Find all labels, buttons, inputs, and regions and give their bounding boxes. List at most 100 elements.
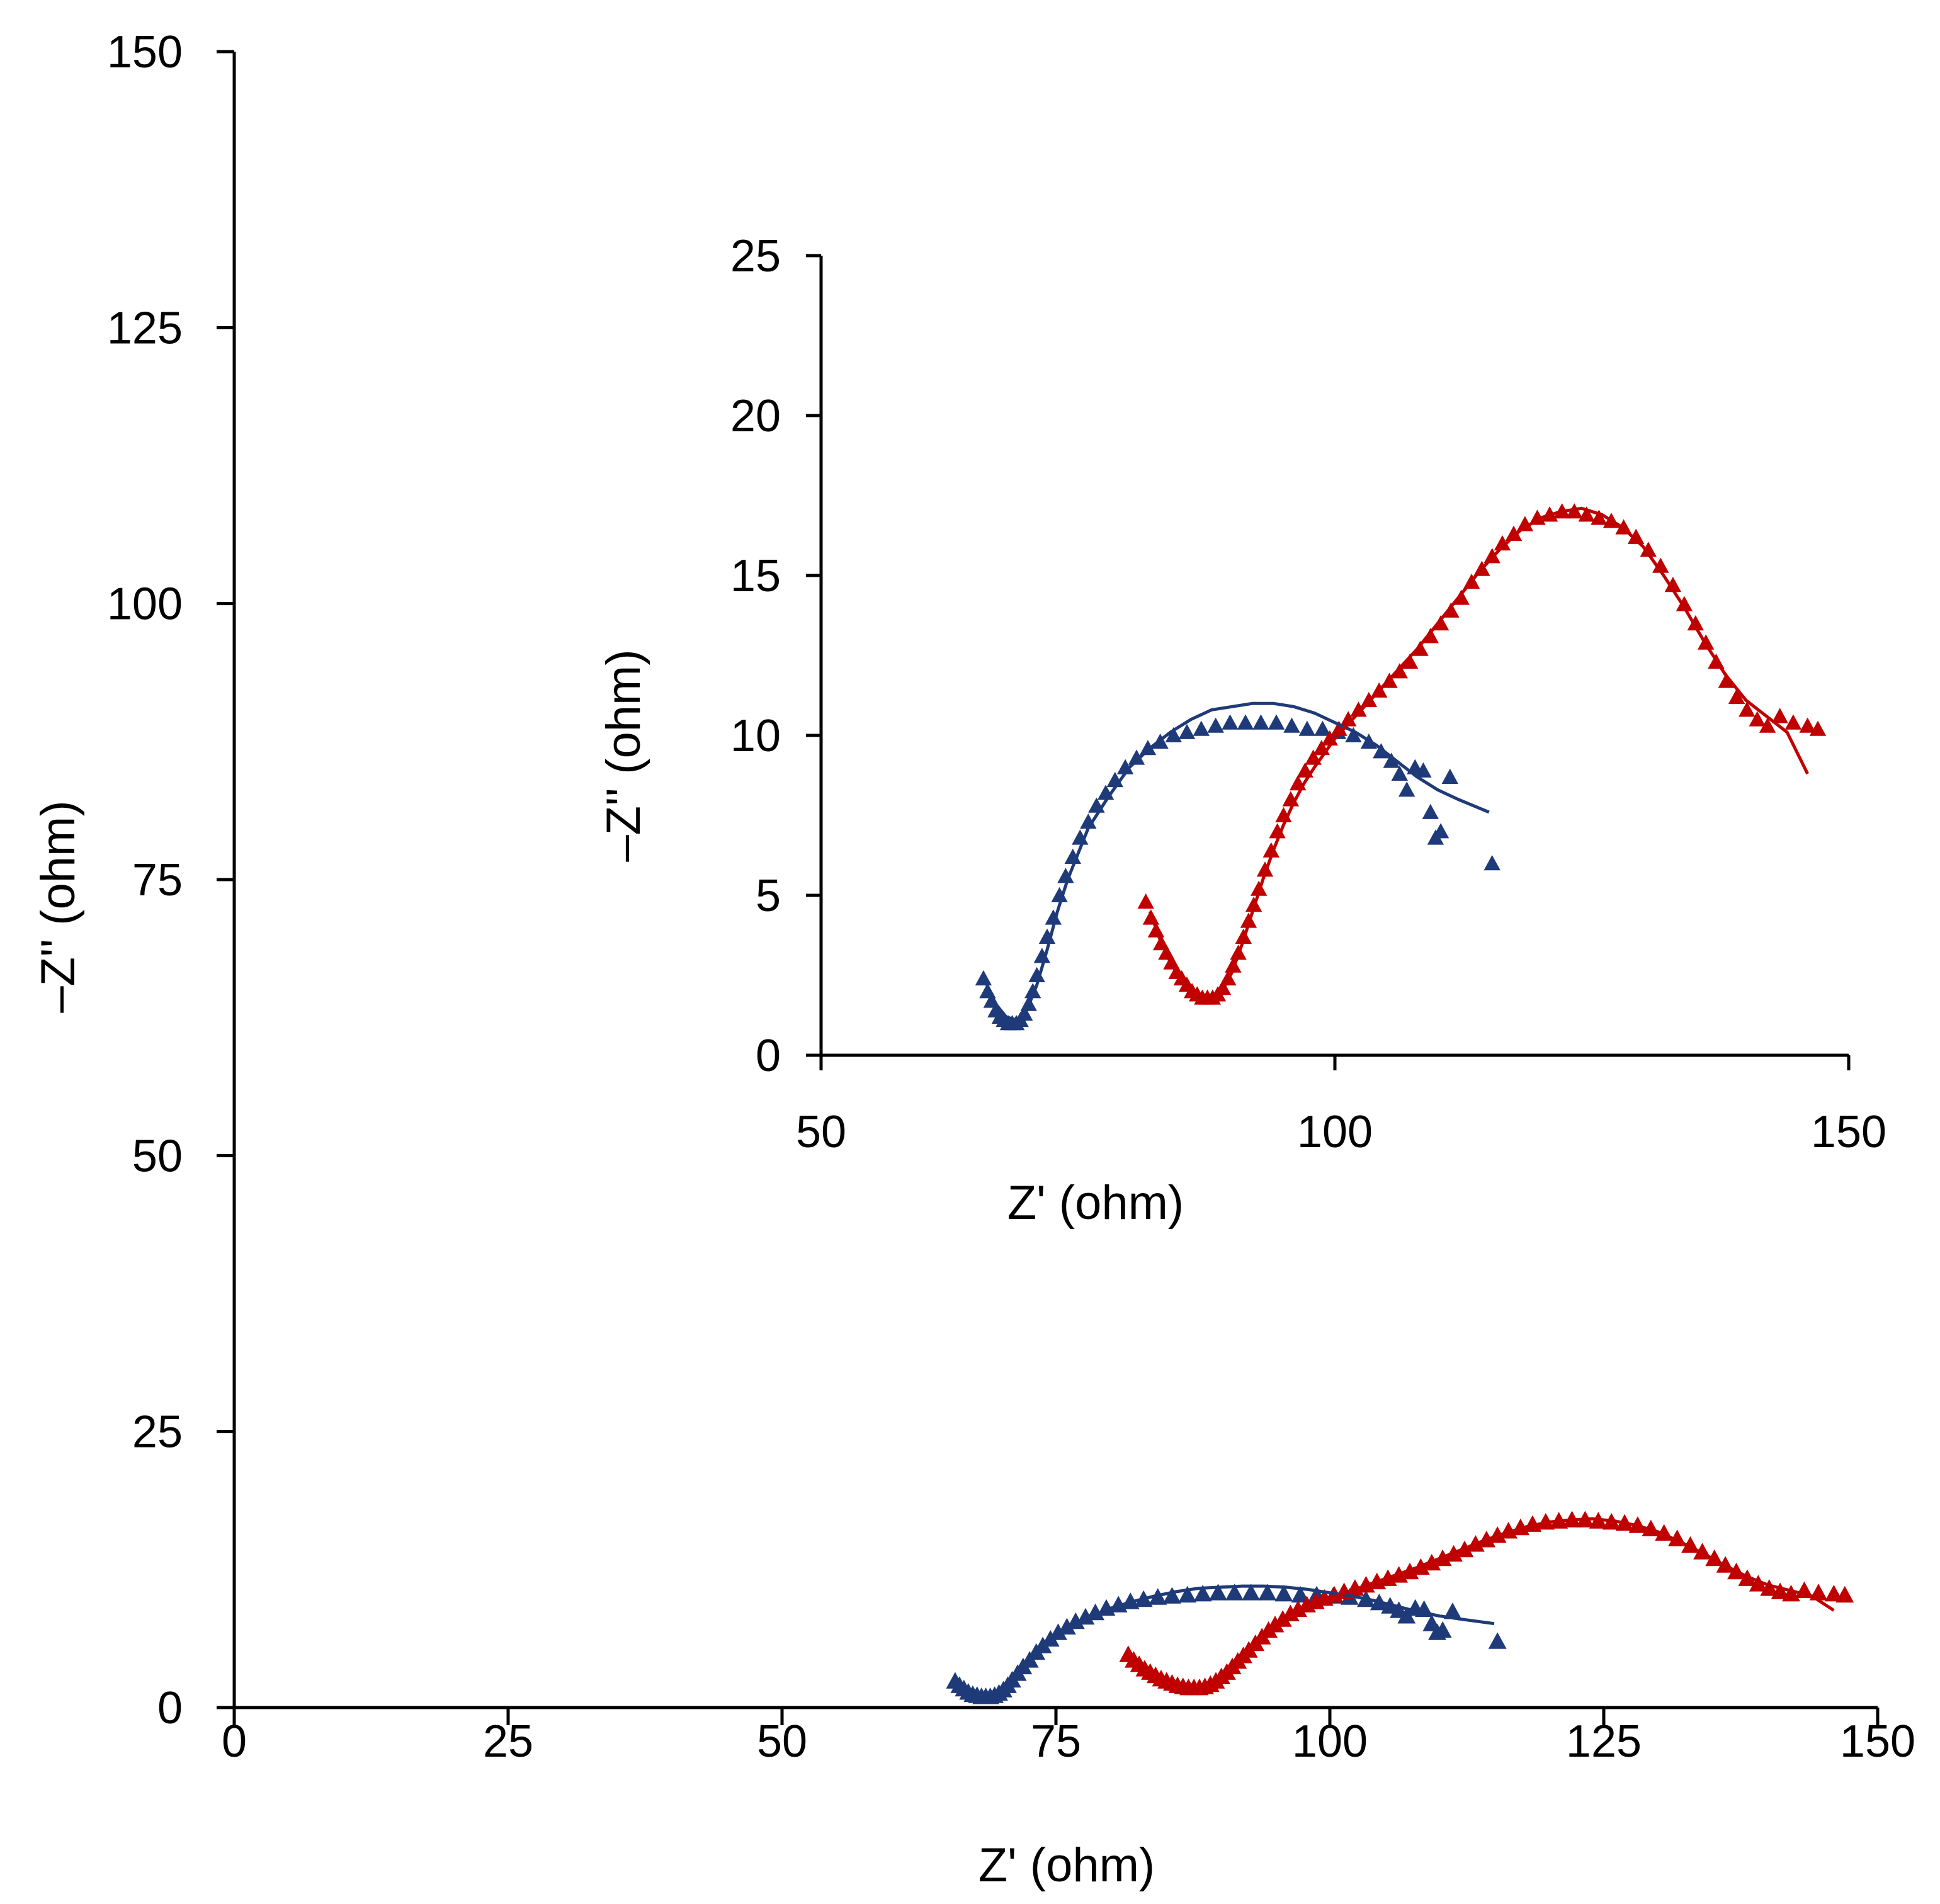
main-blue-fit-line	[956, 1584, 1495, 1697]
inset-red-data-point	[1591, 509, 1608, 525]
inset-blue-data-point	[1051, 887, 1068, 902]
inset-red-data-point	[1728, 688, 1745, 704]
main-blue-data-point	[1066, 1612, 1085, 1629]
inset-x-tick-label: 50	[796, 1107, 846, 1157]
inset-blue-data-point	[1314, 720, 1331, 736]
inset-blue-data-point	[1398, 781, 1415, 797]
inset-y-tick-label: 20	[730, 391, 781, 441]
inset-y-tick-label: 25	[730, 231, 781, 281]
inset-blue-data-point	[1383, 752, 1400, 768]
main-red-data-point	[1273, 1610, 1292, 1627]
inset-red-data-point	[1628, 528, 1645, 544]
main-y-tick-label: 100	[107, 579, 183, 630]
inset-blue-data-point	[1422, 803, 1439, 819]
inset-red-data-point	[1687, 615, 1704, 631]
inset-blue-data-point	[1139, 740, 1157, 756]
inset-y-axis-title: –Z'' (ohm)	[597, 649, 650, 861]
inset-red-data-point	[1262, 842, 1279, 858]
inset-red-data-point	[1640, 541, 1657, 557]
main-blue-data-point	[1225, 1584, 1244, 1601]
main-x-tick-label: 0	[222, 1716, 247, 1767]
inset-red-data-point	[1269, 823, 1286, 839]
main-blue-data-point	[1058, 1618, 1076, 1635]
main-red-data-point	[1281, 1604, 1300, 1621]
inset-blue-data-point	[1057, 868, 1074, 883]
inset-x-axis-title: Z' (ohm)	[1007, 1176, 1184, 1230]
inset-blue-data-point	[1045, 909, 1062, 925]
main-red-data-point	[1835, 1585, 1854, 1603]
inset-y-tick-label: 5	[756, 871, 781, 921]
inset-red-data-point	[1809, 720, 1827, 736]
inset-chart: 50 100 150 0 5 10 15 20 25 Z' (ohm) –Z'' (ohm)	[597, 231, 1886, 1230]
inset-red-data-point	[1350, 701, 1367, 717]
inset-blue-data-point	[975, 970, 992, 986]
main-blue-data-point	[1488, 1632, 1507, 1649]
main-x-tick-label: 75	[1031, 1716, 1081, 1767]
inset-red-data-point	[1401, 654, 1419, 669]
main-blue-data-point	[1443, 1602, 1462, 1619]
inset-blue-data-point	[1080, 813, 1097, 829]
inset-red-data-point	[1771, 708, 1788, 723]
inset-blue-data-point	[1028, 966, 1045, 982]
inset-y-tick-label: 0	[756, 1031, 781, 1081]
main-y-tick-label: 75	[132, 855, 183, 905]
inset-y-tick-label: 10	[730, 711, 781, 761]
inset-red-data-point	[1784, 714, 1802, 730]
main-plot-fits	[956, 1517, 1835, 1697]
inset-blue-data-point	[1441, 768, 1458, 784]
main-blue-data-point	[1178, 1585, 1197, 1603]
main-blue-data-point	[1049, 1623, 1067, 1640]
inset-blue-data-point	[1207, 717, 1224, 733]
inset-plot-fits	[984, 506, 1809, 1022]
inset-blue-data-point	[1165, 727, 1182, 742]
main-red-data-point	[1749, 1575, 1767, 1592]
inset-blue-data-point	[1128, 749, 1145, 765]
main-blue-data-point	[1291, 1585, 1310, 1603]
main-blue-data-point	[1209, 1584, 1227, 1601]
main-blue-data-point	[1163, 1587, 1181, 1604]
inset-blue-data-point	[1283, 717, 1300, 733]
inset-blue-data-point	[1116, 759, 1134, 774]
inset-red-data-point	[1340, 711, 1357, 727]
inset-blue-data-point	[1268, 714, 1285, 730]
inset-red-data-point	[1330, 720, 1347, 736]
inset-red-data-point	[1749, 711, 1766, 727]
inset-red-data-point	[1652, 557, 1669, 573]
main-y-tick-label: 25	[132, 1407, 183, 1458]
main-blue-data-point	[1433, 1621, 1452, 1638]
main-x-tick-label: 125	[1566, 1716, 1642, 1767]
main-red-data-point	[1782, 1585, 1800, 1602]
main-x-axis-title: Z' (ohm)	[979, 1839, 1155, 1892]
inset-red-data-point	[1718, 672, 1735, 688]
inset-red-data-point	[1137, 893, 1154, 909]
main-red-data-point	[1266, 1616, 1285, 1633]
inset-blue-data-point	[1391, 765, 1408, 781]
main-red-fit-line	[1132, 1517, 1835, 1689]
inset-blue-fit-line	[984, 701, 1490, 1022]
inset-red-data-point	[1739, 701, 1756, 717]
inset-red-fit-line	[1148, 506, 1809, 1000]
main-x-tick-label: 100	[1292, 1716, 1368, 1767]
inset-red-data-point	[1578, 506, 1595, 522]
inset-blue-data-point	[1193, 720, 1210, 736]
inset-blue-data-point	[1432, 823, 1449, 839]
main-y-axis-title: –Z'' (ohm)	[31, 800, 85, 1012]
main-red-data-point	[1760, 1579, 1779, 1596]
inset-blue-data-point	[1024, 983, 1041, 999]
main-blue-data-point	[1258, 1584, 1277, 1601]
main-y-tick-label: 50	[132, 1131, 183, 1181]
inset-blue-data-point	[1178, 723, 1196, 739]
inset-blue-data-point	[1252, 714, 1269, 730]
main-x-tick-label: 50	[757, 1716, 807, 1767]
main-y-tick-label: 125	[107, 303, 183, 353]
inset-red-data-point	[1516, 516, 1534, 531]
main-red-data-point	[1825, 1585, 1843, 1602]
main-x-tick-label: 25	[483, 1716, 533, 1767]
main-x-tick-label: 150	[1840, 1716, 1915, 1767]
main-y-tick-label: 0	[157, 1683, 183, 1733]
inset-red-data-point	[1505, 525, 1523, 541]
main-y-tick-label: 150	[107, 27, 183, 77]
